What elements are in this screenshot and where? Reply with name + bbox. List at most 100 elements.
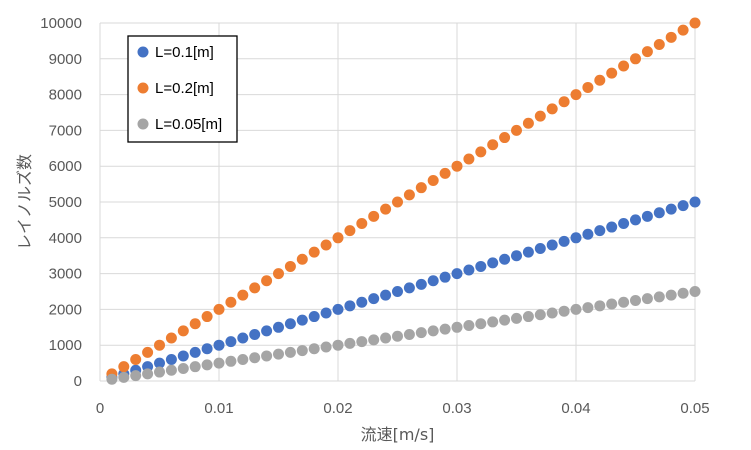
data-point: [284, 318, 296, 330]
data-point: [344, 337, 356, 349]
data-point: [546, 307, 558, 319]
data-point: [665, 31, 677, 43]
data-point: [142, 368, 154, 380]
data-point: [392, 286, 403, 297]
data-point: [332, 303, 344, 315]
data-point: [213, 303, 225, 315]
data-point: [284, 346, 296, 358]
y-tick-label: 5000: [49, 194, 82, 211]
data-point: [380, 332, 392, 344]
data-point: [154, 357, 165, 369]
data-point: [189, 318, 201, 330]
data-point: [308, 343, 320, 355]
data-point: [618, 217, 630, 229]
data-point: [511, 124, 522, 136]
data-point: [237, 354, 249, 366]
data-point: [118, 371, 130, 383]
data-point: [534, 243, 546, 255]
x-tick-label: 0.02: [323, 400, 352, 417]
data-point: [463, 264, 475, 276]
data-point: [368, 210, 380, 222]
data-point: [641, 46, 653, 58]
data-point: [154, 366, 165, 378]
data-point: [606, 221, 618, 233]
data-point: [368, 293, 380, 305]
data-point: [641, 210, 653, 222]
data-point: [189, 361, 201, 373]
data-point: [582, 302, 594, 314]
legend-label: L=0.2[m]: [155, 80, 214, 97]
data-point: [403, 189, 415, 201]
data-point: [582, 81, 594, 93]
data-point: [237, 332, 249, 344]
data-point: [392, 330, 403, 342]
y-axis-ticks: 0 1000 2000 3000 4000 5000 6000 7000 8000 9000 100…: [40, 15, 82, 390]
y-tick-label: 8000: [49, 87, 82, 104]
data-point: [689, 196, 701, 208]
y-tick-label: 3000: [49, 266, 82, 283]
data-point: [368, 334, 380, 346]
data-point: [130, 370, 142, 382]
data-point: [618, 60, 630, 72]
data-point: [689, 286, 701, 297]
y-tick-label: 10000: [40, 15, 82, 32]
data-point: [273, 268, 284, 280]
data-point: [439, 323, 451, 335]
data-point: [546, 103, 558, 115]
data-point: [296, 345, 308, 357]
data-point: [499, 314, 511, 326]
data-point: [511, 312, 522, 324]
data-point: [225, 336, 237, 348]
data-point: [487, 316, 499, 328]
data-point: [594, 300, 606, 312]
y-tick-label: 9000: [49, 51, 82, 68]
data-point: [249, 352, 261, 364]
x-tick-label: 0.05: [680, 400, 709, 417]
legend-label: L=0.05[m]: [155, 116, 222, 133]
data-point: [689, 17, 701, 29]
data-point: [415, 182, 427, 194]
data-point: [332, 232, 344, 244]
data-point: [118, 361, 130, 373]
data-point: [439, 271, 451, 283]
data-point: [320, 341, 332, 353]
data-point: [296, 314, 308, 326]
data-point: [403, 282, 415, 294]
legend-label: L=0.1[m]: [155, 44, 214, 61]
data-point: [522, 311, 534, 323]
data-point: [225, 296, 237, 308]
data-point: [451, 268, 463, 280]
data-point: [403, 328, 415, 340]
data-series: [106, 17, 701, 385]
y-axis-title: レイノルズ数: [15, 154, 34, 250]
data-point: [356, 336, 368, 348]
data-point: [165, 364, 177, 376]
data-point: [284, 260, 296, 272]
data-point: [546, 239, 558, 251]
data-point: [582, 228, 594, 240]
data-point: [665, 289, 677, 301]
data-point: [511, 250, 522, 262]
data-point: [606, 67, 618, 79]
x-axis-ticks: 0 0.01 0.02 0.03 0.04 0.05: [96, 400, 710, 417]
data-point: [451, 321, 463, 333]
data-point: [606, 298, 618, 310]
data-point: [427, 275, 439, 287]
data-point: [618, 296, 630, 308]
data-point: [106, 373, 118, 385]
data-point: [475, 318, 487, 330]
data-point: [356, 296, 368, 308]
data-point: [499, 132, 511, 144]
data-point: [201, 359, 213, 371]
data-point: [499, 253, 511, 265]
data-point: [487, 139, 499, 151]
data-point: [677, 287, 689, 299]
legend: L=0.1[m] L=0.2[m] L=0.05[m]: [127, 35, 238, 143]
data-point: [630, 53, 641, 65]
data-point: [475, 260, 487, 272]
data-point: [630, 214, 641, 226]
data-point: [653, 38, 665, 50]
data-point: [154, 339, 165, 351]
x-axis-title: 流速[m/s]: [361, 425, 435, 444]
